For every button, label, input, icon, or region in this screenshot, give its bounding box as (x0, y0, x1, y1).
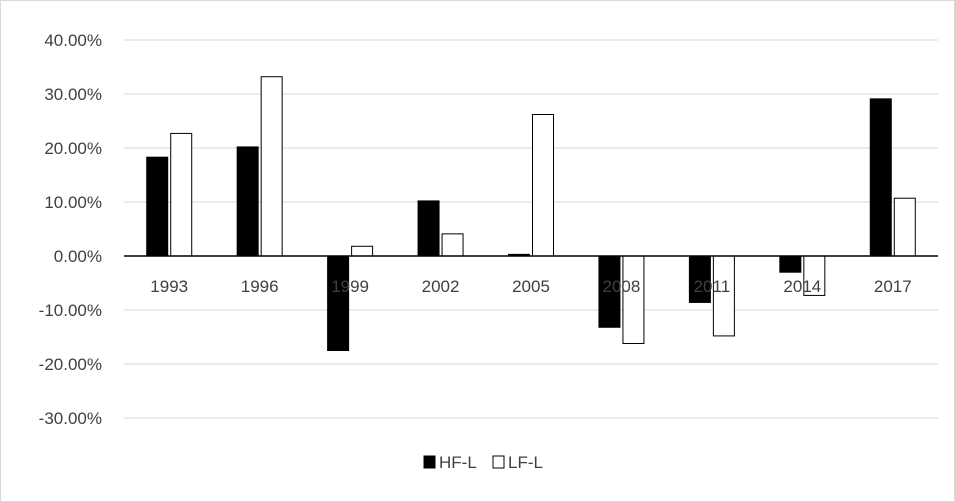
x-tick-label: 2005 (512, 277, 550, 296)
x-axis-tick-labels: 1993 1996 1999 2002 2005 2008 2011 2014 2017 (150, 277, 911, 296)
bar-hf-l-1999 (327, 255, 350, 351)
gridlines (124, 39, 938, 419)
x-tick-label: 2014 (783, 277, 821, 296)
x-tick-label: 2011 (694, 277, 731, 296)
y-tick-label: 10.00% (44, 193, 102, 212)
bar-lf-l-1999 (351, 245, 374, 257)
bar-hf-l-2014 (779, 255, 802, 273)
bar-lf-l-1996 (260, 76, 283, 257)
x-tick-label: 1996 (241, 277, 279, 296)
x-tick-label: 1999 (331, 277, 369, 296)
bar-hf-l-1993 (146, 156, 169, 257)
y-tick-label: -20.00% (39, 355, 102, 374)
y-tick-label: 30.00% (44, 85, 102, 104)
bar-lf-l-2005 (532, 114, 554, 257)
x-tick-label: 2002 (422, 277, 460, 296)
bar-hf-l-1996 (236, 146, 259, 257)
y-tick-label: -30.00% (39, 409, 102, 428)
y-tick-label: -10.00% (39, 301, 102, 320)
bar-lf-l-2017 (893, 197, 916, 257)
bar-lf-l-1993 (170, 132, 193, 257)
x-tick-label: 2017 (874, 277, 912, 296)
x-tick-label: 1993 (150, 277, 188, 296)
bar-hf-l-2002 (417, 200, 440, 257)
y-axis-tick-labels: 40.00% 30.00% 20.00% 10.00% 0.00% -10.00% -20.… (39, 31, 102, 428)
legend-label-hf-l: HF-L (439, 453, 477, 472)
y-tick-label: 40.00% (44, 31, 102, 50)
bars (124, 76, 938, 351)
legend: HF-L LF-L (423, 453, 543, 472)
y-tick-label: 0.00% (54, 247, 102, 266)
bar-lf-l-2002 (441, 233, 464, 257)
bar-lf-l-2008 (622, 255, 645, 344)
legend-label-lf-l: LF-L (508, 453, 543, 472)
legend-swatch-lf-l (492, 455, 505, 469)
y-tick-label: 20.00% (44, 139, 102, 158)
bar-hf-l-2017 (869, 98, 892, 257)
legend-swatch-hf-l (423, 455, 436, 469)
x-tick-label: 2008 (603, 277, 641, 296)
